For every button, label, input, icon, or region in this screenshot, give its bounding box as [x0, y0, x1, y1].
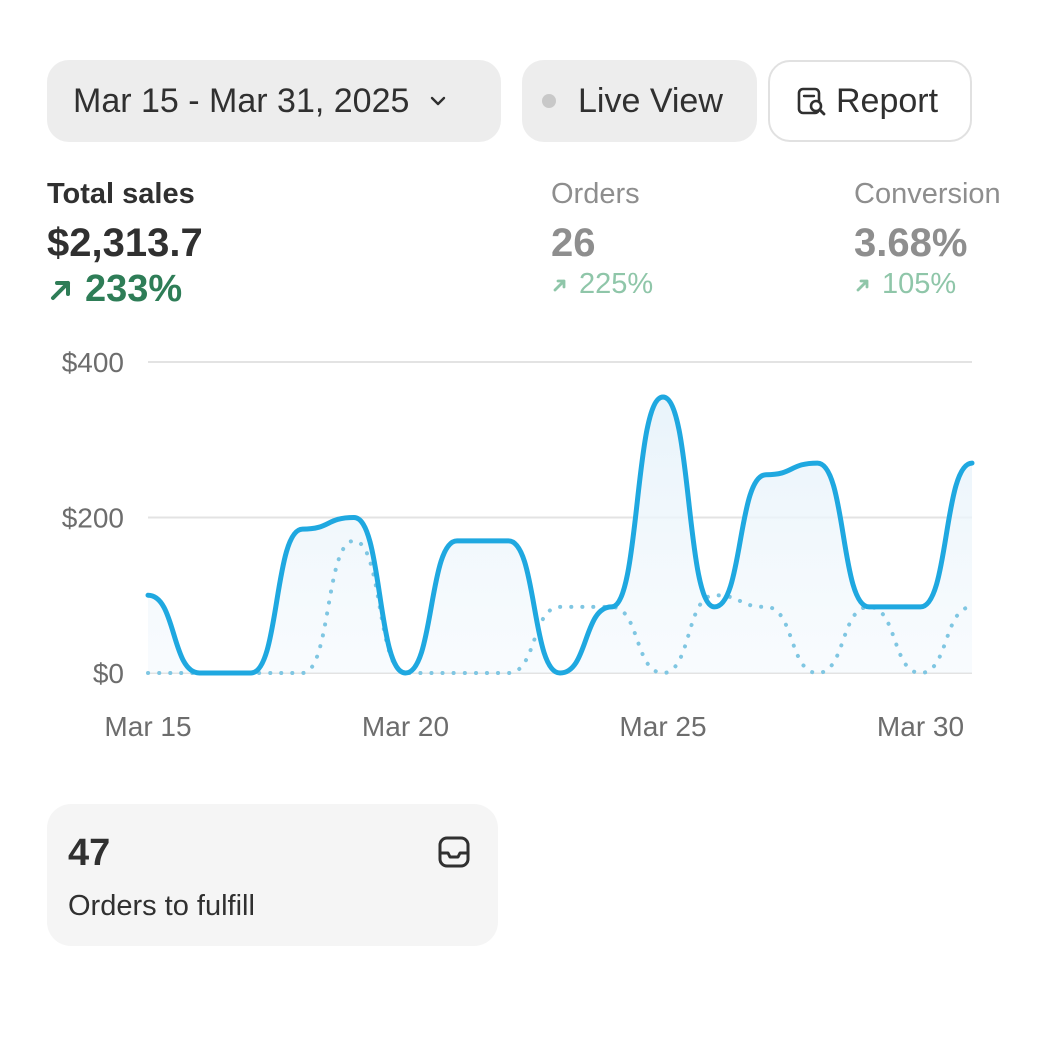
metric-value: 3.68%	[854, 221, 968, 265]
x-tick-label: Mar 15	[104, 711, 191, 742]
metric-change: 105%	[854, 268, 1049, 301]
metric-change: 233%	[47, 268, 203, 311]
metric-orders[interactable]: Orders 26 225%	[551, 178, 653, 301]
sales-series-line	[145, 394, 975, 676]
live-view-button[interactable]: Live View	[522, 60, 757, 142]
metric-value: $2,313.7	[47, 221, 203, 265]
y-tick-label: $0	[93, 658, 124, 689]
metric-value: 26	[551, 221, 596, 265]
orders-to-fulfill-count: 47	[68, 832, 111, 874]
arrow-up-right-icon	[856, 279, 869, 291]
arrow-up-right-icon	[51, 280, 70, 300]
x-tick-label: Mar 30	[877, 711, 964, 742]
date-range-button[interactable]: Mar 15 - Mar 31, 2025	[47, 60, 501, 142]
comparison-series-line	[146, 538, 974, 676]
metric-conversion[interactable]: Conversion 3.68% 105%	[854, 178, 1049, 301]
y-tick-label: $200	[62, 503, 124, 534]
arrow-up-right-icon	[553, 279, 566, 291]
y-tick-label: $400	[62, 347, 124, 378]
metric-label: Conversion	[854, 178, 1001, 210]
metric-change-value: 225%	[579, 268, 654, 300]
report-button[interactable]: Report	[768, 60, 972, 142]
date-range-label: Mar 15 - Mar 31, 2025	[73, 81, 410, 120]
orders-to-fulfill-label: Orders to fulfill	[68, 890, 255, 922]
orders-to-fulfill-card[interactable]: 47 Orders to fulfill	[47, 804, 498, 946]
x-tick-label: Mar 25	[619, 711, 706, 742]
live-status-dot	[542, 94, 556, 108]
metric-change-value: 105%	[882, 268, 957, 300]
report-label: Report	[836, 81, 939, 120]
live-view-label: Live View	[578, 81, 723, 120]
sales-area	[148, 396, 972, 673]
metric-label: Orders	[551, 178, 640, 210]
inbox-icon	[436, 834, 472, 875]
metric-change: 225%	[551, 268, 653, 301]
chevron-down-icon	[427, 90, 449, 112]
x-tick-label: Mar 20	[362, 711, 449, 742]
metric-change-value: 233%	[85, 268, 183, 310]
metric-total-sales[interactable]: Total sales $2,313.7 233%	[47, 178, 203, 311]
sales-chart: $400 $200 $0 Mar 15 Mar 20 Mar 25 Mar 30	[62, 347, 975, 742]
metric-label: Total sales	[47, 178, 195, 210]
report-search-icon	[794, 84, 828, 118]
